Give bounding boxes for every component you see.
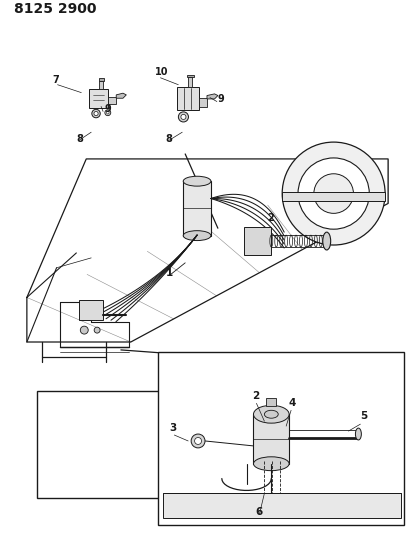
- Polygon shape: [116, 93, 126, 98]
- Text: 7: 7: [52, 75, 59, 85]
- Circle shape: [94, 111, 98, 116]
- Text: 3: 3: [169, 423, 176, 433]
- Text: 8125 2900: 8125 2900: [14, 3, 96, 17]
- Text: 2: 2: [252, 391, 259, 401]
- Circle shape: [297, 158, 369, 229]
- Circle shape: [194, 438, 201, 445]
- Circle shape: [281, 142, 384, 245]
- Ellipse shape: [253, 457, 288, 471]
- Bar: [163, 494, 400, 518]
- Ellipse shape: [183, 231, 210, 240]
- Bar: [188, 77, 192, 87]
- Ellipse shape: [322, 232, 330, 250]
- Bar: [108, 97, 116, 104]
- Circle shape: [80, 326, 88, 334]
- Text: 9: 9: [217, 94, 224, 104]
- Text: 4: 4: [288, 398, 295, 408]
- Bar: [98, 78, 103, 80]
- Bar: [243, 227, 271, 255]
- Bar: [158, 352, 403, 525]
- Ellipse shape: [264, 410, 278, 418]
- Text: 2: 2: [267, 213, 274, 223]
- Circle shape: [92, 109, 100, 118]
- Polygon shape: [207, 94, 217, 99]
- Circle shape: [178, 112, 188, 122]
- Bar: [176, 87, 198, 110]
- Text: 6: 6: [255, 507, 262, 517]
- Ellipse shape: [253, 405, 288, 423]
- Text: 8: 8: [165, 134, 172, 144]
- Text: 5: 5: [360, 411, 367, 421]
- Bar: [198, 98, 207, 107]
- Bar: [253, 414, 288, 464]
- Bar: [79, 301, 103, 320]
- Circle shape: [105, 110, 110, 116]
- Bar: [266, 398, 276, 406]
- Bar: [183, 181, 210, 236]
- Bar: [99, 80, 103, 89]
- Circle shape: [191, 434, 204, 448]
- Bar: [187, 75, 193, 77]
- Text: 9: 9: [104, 104, 110, 115]
- Text: 8: 8: [76, 134, 83, 144]
- Bar: [37, 391, 269, 498]
- Circle shape: [180, 115, 186, 119]
- Ellipse shape: [183, 176, 210, 186]
- Text: 10: 10: [154, 67, 168, 77]
- Text: 1: 1: [165, 268, 172, 278]
- Circle shape: [94, 327, 100, 333]
- Bar: [89, 89, 108, 108]
- Circle shape: [313, 174, 353, 213]
- Bar: [281, 191, 384, 201]
- Ellipse shape: [355, 428, 360, 440]
- Circle shape: [106, 111, 109, 114]
